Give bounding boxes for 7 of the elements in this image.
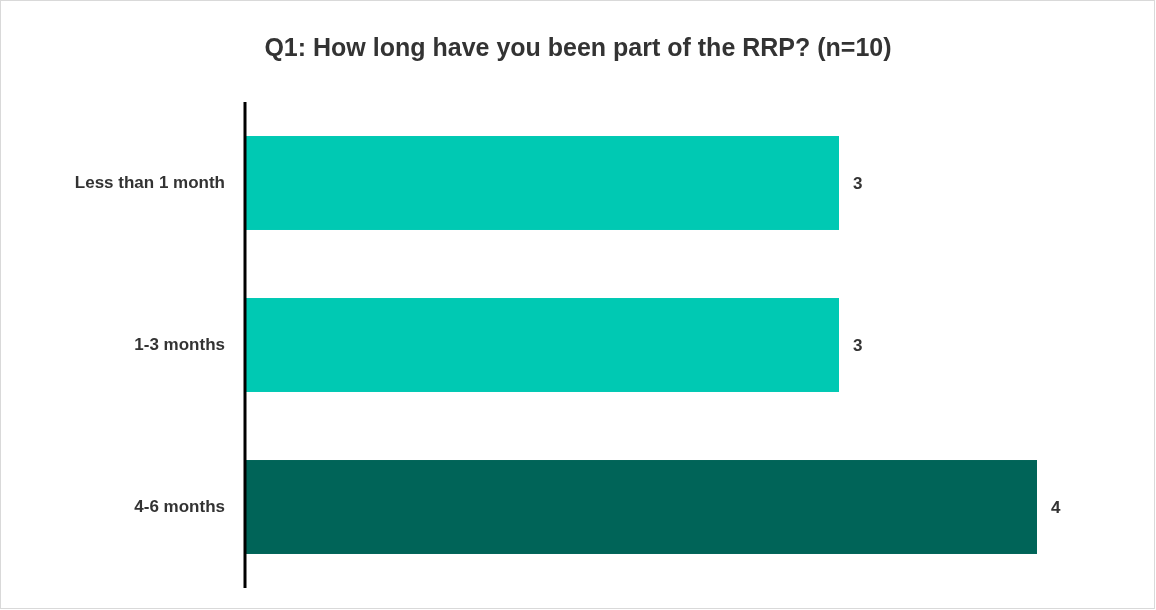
data-label: 4 <box>1051 497 1061 517</box>
y-tick-label: 1-3 months <box>134 335 225 355</box>
y-tick-label: 4-6 months <box>134 497 225 517</box>
data-label: 3 <box>853 173 863 193</box>
y-tick-label: Less than 1 month <box>74 173 225 193</box>
chart-title: Q1: How long have you been part of the RRP? (n=10) <box>264 33 892 61</box>
data-label: 3 <box>853 335 863 355</box>
